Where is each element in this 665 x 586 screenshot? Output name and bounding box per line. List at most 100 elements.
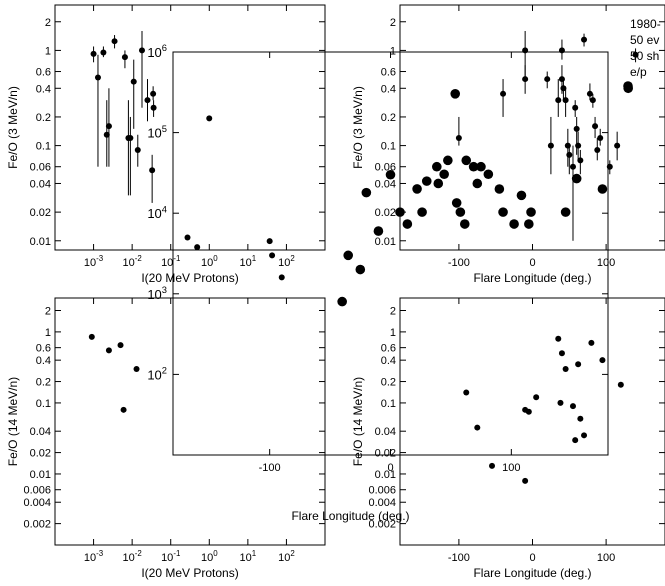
data-point xyxy=(90,50,97,57)
data-point xyxy=(533,394,540,401)
plot-frame xyxy=(399,297,665,546)
x-axis-label: Flare Longitude (deg.) xyxy=(473,271,591,285)
data-point-large xyxy=(468,161,479,172)
y-tick-label: 1 xyxy=(45,45,51,57)
y-tick-label: 2 xyxy=(390,17,396,29)
y-tick-label: 0.2 xyxy=(381,112,396,124)
x-tick-label: 101 xyxy=(240,254,257,269)
plot-frame xyxy=(54,297,326,546)
data-point xyxy=(474,424,481,431)
data-point xyxy=(547,142,554,149)
panel-top-right: -100 0 1000.010.020.040.060.10.20.40.612Fl… xyxy=(351,4,665,285)
y-tick-label: 102 xyxy=(147,366,167,383)
data-point xyxy=(592,123,599,130)
y-tick-label: 103 xyxy=(147,285,167,302)
data-point-large xyxy=(451,198,462,208)
legend-marker xyxy=(623,81,633,91)
data-point xyxy=(278,274,285,281)
y-tick-label: 105 xyxy=(147,124,167,141)
y-tick-label: 0.2 xyxy=(381,377,396,389)
data-point-large xyxy=(343,250,354,261)
y-tick-label: 0.04 xyxy=(375,178,396,190)
y-tick-label: 106 xyxy=(147,43,167,60)
y-tick-label: 0.02 xyxy=(30,448,51,460)
data-point xyxy=(555,335,562,342)
y-tick-label: 0.2 xyxy=(36,377,51,389)
x-tick-label: -100 xyxy=(259,462,281,474)
y-tick-label: 0.006 xyxy=(23,485,51,497)
data-point-large xyxy=(494,184,505,194)
data-point xyxy=(594,146,601,153)
data-point xyxy=(269,252,276,259)
data-point xyxy=(617,381,624,388)
data-point xyxy=(558,350,565,357)
data-point xyxy=(544,76,551,83)
data-point xyxy=(150,104,157,111)
y-tick-label: 0.02 xyxy=(30,207,51,219)
data-point-large xyxy=(439,169,449,180)
data-point-large xyxy=(361,187,372,198)
data-point xyxy=(575,142,582,149)
y-tick-label: 0.006 xyxy=(368,485,396,497)
x-tick-label: 10-2 xyxy=(123,549,142,564)
y-tick-label: 0.01 xyxy=(375,236,396,248)
data-point xyxy=(522,477,529,484)
data-point xyxy=(564,142,571,149)
data-point xyxy=(500,90,507,97)
data-point xyxy=(557,399,564,406)
data-point xyxy=(138,47,145,54)
y-tick-label: 0.1 xyxy=(36,141,51,153)
plot-frame xyxy=(54,4,326,251)
data-point-large xyxy=(472,178,483,189)
data-point xyxy=(577,415,584,422)
data-point-large xyxy=(385,169,396,180)
legend-entry: 50 sh xyxy=(630,49,659,63)
data-point xyxy=(103,131,110,138)
data-point xyxy=(206,115,213,122)
data-point xyxy=(133,366,140,373)
x-axis-label: I(20 MeV Protons) xyxy=(141,271,238,285)
y-tick-label: 0.002 xyxy=(368,519,396,531)
data-point-large xyxy=(459,219,470,229)
y-tick-label: 0.01 xyxy=(375,469,396,481)
x-axis-label: I(20 MeV Protons) xyxy=(141,566,238,580)
data-point xyxy=(94,74,101,81)
data-point xyxy=(455,135,462,142)
data-point xyxy=(569,163,576,170)
y-tick-label: 0.02 xyxy=(375,207,396,219)
data-point xyxy=(572,104,579,111)
data-point xyxy=(575,361,582,368)
y-tick-label: 2 xyxy=(45,306,51,318)
x-tick-label: 10-2 xyxy=(123,254,142,269)
x-tick-label: -100 xyxy=(448,552,470,564)
data-point xyxy=(572,437,579,444)
y-tick-label: 0.01 xyxy=(30,236,51,248)
x-tick-label: 101 xyxy=(240,549,257,564)
data-point-large xyxy=(524,219,534,229)
y-tick-label: 0.6 xyxy=(36,67,51,79)
data-point xyxy=(111,38,118,45)
data-point xyxy=(588,339,595,346)
y-tick-label: 0.02 xyxy=(375,448,396,460)
data-point-large xyxy=(560,207,571,217)
data-point-large xyxy=(483,169,494,180)
data-point-large xyxy=(455,207,466,217)
y-tick-label: 1 xyxy=(45,327,51,339)
y-tick-label: 0.6 xyxy=(381,343,396,355)
data-point xyxy=(194,244,201,251)
y-tick-label: 0.4 xyxy=(36,355,51,367)
data-point xyxy=(597,135,604,142)
data-point xyxy=(88,333,95,340)
x-axis-label: Flare Longitude (deg.) xyxy=(291,509,409,523)
data-point xyxy=(120,406,127,413)
y-tick-label: 0.1 xyxy=(381,141,396,153)
x-tick-label: 102 xyxy=(278,254,295,269)
data-point xyxy=(558,47,565,54)
data-point xyxy=(525,408,532,415)
data-point xyxy=(121,54,128,61)
y-tick-label: 2 xyxy=(45,17,51,29)
data-point xyxy=(100,49,107,56)
